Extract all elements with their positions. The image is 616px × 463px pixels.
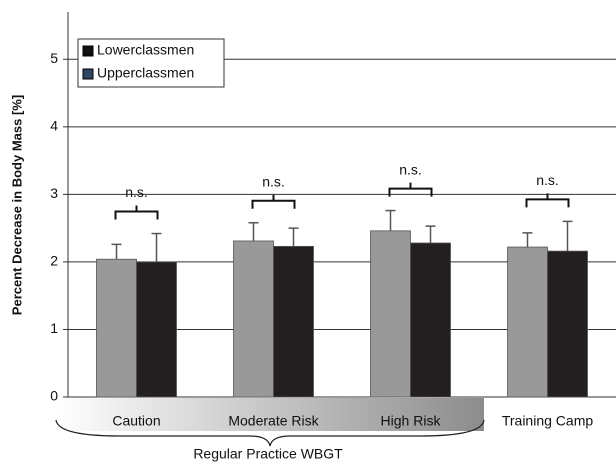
bar [273,245,314,398]
x-tick-label: Training Camp [502,413,594,429]
legend-box [77,38,225,88]
y-tick-label: 1 [50,320,58,336]
y-tick-label: 5 [50,50,58,66]
bar [507,246,548,398]
x-tick-label: Caution [112,413,160,429]
y-tick-label: 0 [50,388,58,404]
bar [547,250,588,398]
legend-swatch [82,68,94,80]
group-band [56,398,484,431]
y-axis-label: Percent Decrease in Body Mass [%] [9,95,24,315]
bar [410,242,451,398]
bar [136,261,177,398]
annotation: n.s. [536,172,559,188]
annotation: n.s. [399,161,422,177]
significance-bracket [388,182,433,197]
significance-bracket [251,194,296,209]
y-tick-label: 3 [50,185,58,201]
legend-swatch [82,45,94,57]
group-label: Regular Practice WBGT [193,446,343,462]
annotation: n.s. [262,173,285,189]
significance-bracket [525,193,570,208]
x-tick-label: Moderate Risk [228,413,319,429]
legend-label: Upperclassmen [97,65,194,81]
annotation: n.s. [125,184,148,200]
legend-label: Lowerclassmen [97,42,194,58]
bar [96,258,137,398]
bar [233,240,274,398]
x-tick-label: High Risk [381,413,442,429]
bar [370,230,411,398]
y-tick-label: 4 [50,118,58,134]
y-tick-label: 2 [50,253,58,269]
group-brace [55,419,485,447]
significance-bracket [114,205,159,220]
